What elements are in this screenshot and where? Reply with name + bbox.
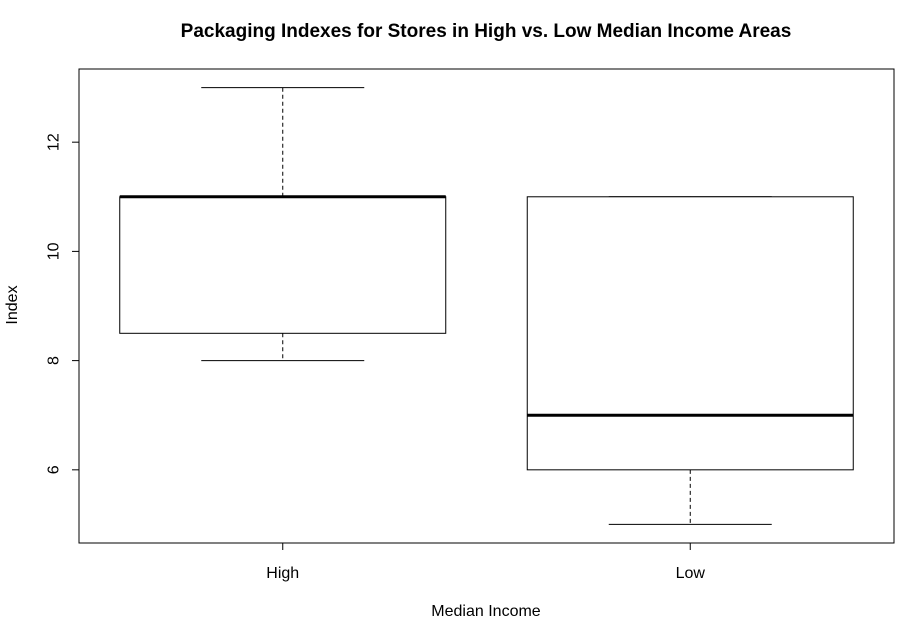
x-axis-title: Median Income	[431, 603, 540, 620]
x-tick-label: High	[266, 565, 299, 582]
y-tick-label: 6	[46, 465, 63, 474]
plot-frame	[78, 68, 895, 544]
box-group-high	[119, 87, 447, 362]
y-axis: 6 8 10 12	[46, 133, 79, 474]
x-axis: High Low	[266, 543, 705, 582]
y-tick-label: 10	[46, 242, 63, 260]
box-iqr	[119, 196, 447, 334]
box-group-low	[526, 196, 854, 525]
chart-title: Packaging Indexes for Stores in High vs.…	[181, 21, 792, 42]
boxes-layer	[119, 87, 854, 525]
box-iqr	[526, 196, 854, 471]
x-tick-label: Low	[676, 565, 706, 582]
y-tick-label: 12	[46, 133, 63, 151]
y-tick-label: 8	[46, 356, 63, 365]
y-axis-title: Index	[4, 285, 21, 324]
